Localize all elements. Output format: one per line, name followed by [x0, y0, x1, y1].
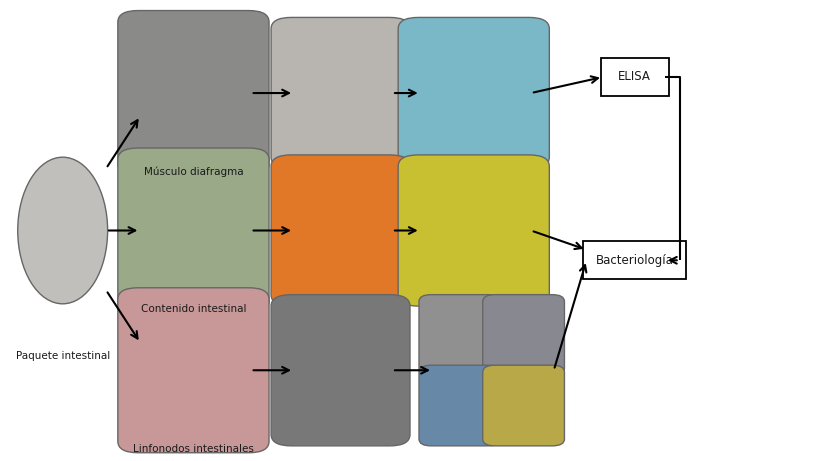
Text: Músculo diafragma: Músculo diafragma	[143, 166, 243, 177]
Text: Contenido intestinal: Contenido intestinal	[141, 304, 246, 314]
Text: ELISA: ELISA	[618, 71, 650, 83]
FancyBboxPatch shape	[419, 295, 500, 375]
FancyBboxPatch shape	[582, 241, 686, 279]
Text: Paquete intestinal: Paquete intestinal	[16, 351, 110, 361]
Text: Linfonodos intestinales: Linfonodos intestinales	[133, 444, 254, 454]
FancyBboxPatch shape	[271, 155, 410, 306]
FancyBboxPatch shape	[118, 148, 269, 313]
Text: Bacteriología: Bacteriología	[595, 254, 673, 267]
FancyBboxPatch shape	[271, 295, 410, 446]
FancyBboxPatch shape	[398, 155, 549, 306]
FancyBboxPatch shape	[118, 288, 269, 453]
FancyBboxPatch shape	[118, 11, 269, 176]
FancyBboxPatch shape	[419, 365, 500, 446]
FancyBboxPatch shape	[482, 295, 563, 375]
FancyBboxPatch shape	[482, 365, 563, 446]
FancyBboxPatch shape	[271, 18, 410, 169]
FancyBboxPatch shape	[600, 58, 667, 96]
FancyBboxPatch shape	[398, 18, 549, 169]
Ellipse shape	[18, 157, 107, 304]
